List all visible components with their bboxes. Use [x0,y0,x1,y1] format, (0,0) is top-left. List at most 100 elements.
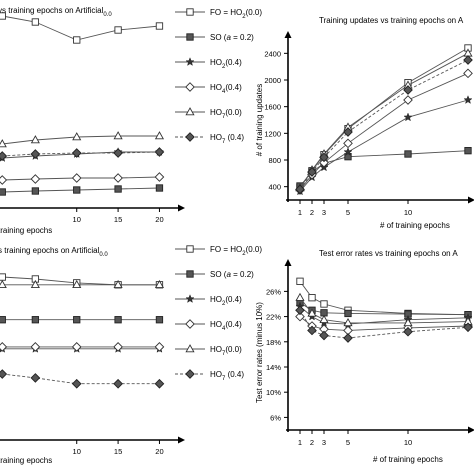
legend-label-tail: (0.0) [246,8,263,17]
chart-panel-top-right: Training updates vs training epochs on A… [255,16,474,230]
chart-title: vs training epochs on Artificial0.0 [0,6,112,18]
data-point [404,150,412,158]
chart-title-subscript: 0.0 [99,252,108,258]
legend-label: HO7 (0.4) [210,370,244,382]
data-point [307,167,317,177]
data-point [113,148,123,158]
legend-label-text: HO [210,58,222,67]
data-point [463,68,473,79]
x-tick-label: 10 [73,447,81,456]
x-tick-label: 10 [73,215,81,224]
legend-marker [185,369,195,379]
series-diamond-filled [295,305,473,343]
series-line [299,99,469,192]
chart-title-text: vs training epochs on Artificial [0,6,104,15]
legend-label-subscript: 2 [222,301,226,307]
x-tick-label: 2 [310,438,314,447]
series-line [2,276,160,286]
y-tick-label: 800 [268,156,281,165]
data-point [71,173,82,183]
data-point [343,138,353,149]
data-point [0,188,6,196]
legend-label-tail: (0.4) [225,370,244,379]
y-tick-label: 26% [266,287,281,296]
data-point [154,279,165,289]
legend-top: FO = HO2(0.0)SO (a = 0.2)HO2(0.4)HO4(0.4… [175,8,262,145]
legend-label: HO7(0.0) [210,108,242,120]
data-point [319,314,329,323]
series-line [2,15,160,41]
series-triangle-open [0,279,165,289]
series-star [295,95,473,196]
series-triangle-open [295,292,473,327]
x-tick-label: 1 [298,438,302,447]
legend-label-italic: a [226,33,231,42]
legend-label-subscript: 2 [222,64,226,70]
x-axis-arrow [178,436,185,444]
data-point [30,279,40,289]
x-tick-label: 10 [404,438,412,447]
data-point [295,292,305,301]
legend-label: SO (a = 0.2) [210,270,254,279]
data-point [31,187,40,195]
data-point [295,305,305,316]
chart-title: Test error rates vs training epochs on A [319,249,458,258]
legend-marker [185,132,195,142]
legend-marker [185,107,195,116]
chart-title-text: s training epochs on Artificial [0,246,100,255]
chart-title-text: Training updates vs training epochs on A [319,16,464,25]
legend-label-text: HO [210,83,222,92]
legend-label-subscript: 7 [222,139,226,145]
y-tick-label: 10% [266,388,281,397]
data-point [154,342,165,352]
data-point [343,333,353,343]
data-point [113,173,123,183]
y-tick-label: 1600 [264,103,281,112]
legend-label-text: SO ( [210,270,227,279]
chart-title-text: Test error rates vs training epochs on A [319,249,458,258]
chart-title: Training updates vs training epochs on A [319,16,464,25]
x-axis-label: # of training epochs [373,455,443,464]
chart-panel-bottom-right: Test error rates vs training epochs on A… [255,249,474,464]
chart-panel-top-left: vs training epochs on Artificial0.0 10 15 2… [0,6,185,235]
x-axis-label: training epochs [0,226,52,235]
y-axis-label: Test error rates (minus 10%) [255,302,264,403]
legend-label-text: HO [210,295,222,304]
x-tick-label: 1 [298,208,302,217]
legend-label-text: HO [210,320,222,329]
legend-label-subscript: 4 [222,326,226,332]
legend-label: SO (a = 0.2) [210,33,254,42]
data-point [295,184,305,195]
data-point [73,316,81,324]
y-axis-arrow [284,31,292,38]
legend-label-text: HO [210,108,222,117]
series-square-open [0,12,164,44]
legend-label-subscript: 2 [242,251,246,257]
data-point [307,325,317,336]
x-tick-label: 5 [346,208,350,217]
legend-label-tail: (0.4) [225,133,244,142]
data-point [155,22,164,30]
x-axis-arrow [468,426,474,434]
y-axis-label: # of training updates [255,84,264,157]
x-tick-label: 20 [155,447,163,456]
data-point [319,152,329,163]
legend-label-tail: = 0.2) [231,270,254,279]
legend-label: FO = HO2(0.0) [210,245,262,257]
data-point [403,326,413,337]
data-point [113,279,123,289]
legend-label-text: HO [210,345,222,354]
data-point [114,316,122,324]
data-point [113,378,123,389]
y-tick-label: 6% [270,413,281,422]
x-tick-label: 3 [322,208,326,217]
legend-label: HO2(0.4) [210,295,242,307]
y-tick-label: 18% [266,338,281,347]
data-point [73,36,81,44]
x-tick-label: 15 [114,215,122,224]
data-point [72,132,82,141]
legend-label-text: HO [210,370,222,379]
data-point [30,149,41,159]
series-line [299,297,469,324]
